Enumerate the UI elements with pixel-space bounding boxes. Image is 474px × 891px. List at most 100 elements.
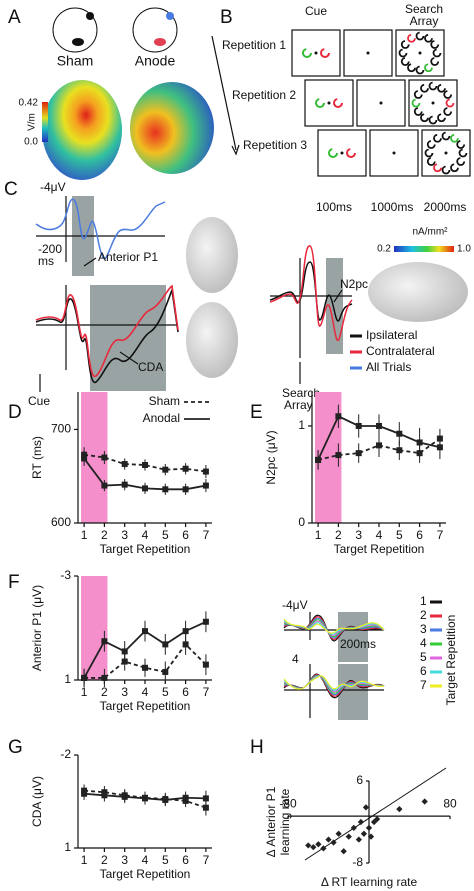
event-label: Array: [284, 398, 313, 412]
time-scale: -200: [38, 242, 62, 256]
legend-label: All Trials: [366, 360, 411, 374]
data-point: [142, 461, 148, 468]
x-tick-label: 7: [437, 528, 444, 542]
y-tick-label: -2: [60, 747, 71, 761]
data-point: [362, 804, 370, 811]
x-tick-label: 5: [162, 528, 169, 542]
highlight: [81, 576, 108, 680]
legend-label: 1: [420, 594, 427, 608]
x-axis-label: Target Repetition: [334, 542, 425, 556]
data-point: [101, 482, 108, 489]
search-item: [433, 133, 442, 143]
row-label: Repetition 2: [232, 88, 296, 102]
colorbar-label: 0.2: [377, 244, 391, 255]
legend-label: Sham: [149, 394, 180, 408]
waveform: [35, 198, 166, 260]
y-tick-label: -3: [60, 568, 71, 582]
head: [52, 7, 98, 53]
data-point: [101, 454, 108, 461]
search-item: [432, 48, 442, 58]
electrode: [154, 38, 166, 46]
y-tick-label: 600: [51, 515, 71, 529]
electrode: [72, 38, 84, 46]
data-point: [330, 839, 337, 846]
search-item: [441, 131, 451, 141]
fixation: [340, 151, 344, 155]
legend-label: 2: [420, 608, 427, 622]
fixation: [392, 151, 396, 155]
legend-label: Anodal: [143, 411, 180, 425]
search-item: [456, 140, 466, 149]
data-point: [202, 661, 209, 668]
pointer: [333, 289, 343, 303]
data-point: [376, 442, 382, 449]
data-point: [202, 468, 209, 475]
x-tick-label: 6: [182, 685, 189, 699]
search-item: [413, 90, 423, 99]
data-point: [121, 648, 128, 655]
search-item: [407, 33, 416, 43]
y-tick-label: 1: [64, 840, 71, 854]
row-label: Repetition 1: [222, 38, 286, 52]
data-point: [325, 836, 332, 843]
x-tick-label: 1: [81, 685, 88, 699]
y-axis-label: N2pc (μV): [264, 430, 278, 484]
data-point: [355, 450, 362, 457]
head: [132, 7, 178, 53]
search-item: [424, 33, 433, 43]
search-item: [430, 57, 440, 66]
panel-labels: A B C D E F G H: [4, 7, 264, 758]
y-tick-label: 0: [298, 515, 305, 529]
waveform: [35, 284, 179, 377]
y-tick-label: 1: [298, 418, 305, 432]
y-tick-label: 1: [64, 672, 71, 686]
data-point: [142, 628, 148, 635]
x-tick-label: 5: [396, 528, 403, 542]
data-point: [315, 841, 322, 848]
cue-item: [320, 48, 330, 58]
legend-label: Contralateral: [366, 344, 435, 358]
brain-map: [130, 82, 214, 174]
pointer: [119, 351, 139, 365]
x-tick-label: 1: [81, 528, 88, 542]
x-tick-label: 3: [121, 685, 128, 699]
screens: [291, 29, 471, 177]
data-point: [101, 674, 108, 681]
panel-label: G: [8, 737, 23, 758]
search-item: [428, 81, 438, 91]
data-point: [202, 795, 209, 802]
data-point: [101, 792, 108, 799]
panel-c: -4μV -200 ms Anterior P1 CDA Cue N2pc Se…: [28, 180, 471, 412]
data-point: [182, 641, 189, 648]
search-item: [415, 31, 425, 41]
data-point: [142, 485, 148, 492]
duration: 1000ms: [371, 200, 414, 214]
search-item: [450, 163, 459, 173]
panel-label: C: [4, 179, 18, 200]
search-item: [430, 40, 440, 49]
fixation: [366, 51, 370, 55]
data-point: [355, 836, 362, 843]
panel-label: E: [250, 402, 263, 423]
x-tick-label: 80: [443, 796, 457, 810]
panel-a: Sham Anode 0.42 0.0 V/m: [19, 7, 214, 180]
data-point: [182, 486, 189, 493]
y-axis-label: CDA (μV): [30, 776, 44, 827]
search-item: [437, 83, 446, 93]
amp-scale: 4: [292, 652, 299, 666]
data-point: [396, 806, 403, 813]
legend: Ipsilateral Contralateral All Trials: [350, 328, 435, 374]
data-point: [335, 413, 342, 420]
panel-label: B: [220, 7, 233, 28]
fixation: [314, 51, 318, 55]
window: [338, 612, 368, 662]
event-label: Search: [282, 386, 320, 400]
y-tick-label: 700: [51, 422, 71, 436]
data-point: [357, 818, 365, 826]
row-label: Repetition 3: [243, 138, 307, 152]
x-tick-label: 2: [101, 528, 108, 542]
window: [338, 664, 368, 720]
data-point: [142, 664, 148, 671]
